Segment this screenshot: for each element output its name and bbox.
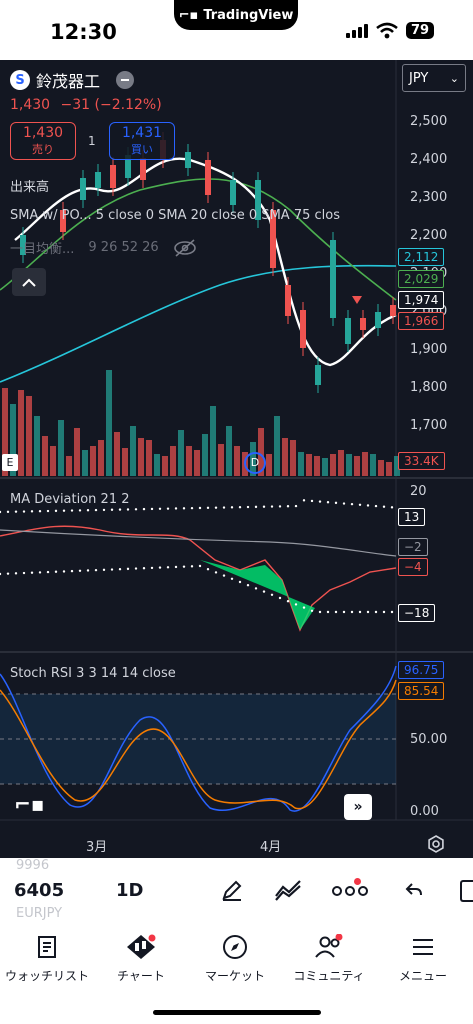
dev-tag-value: −4	[398, 558, 428, 576]
nav-chart-label: チャート	[117, 969, 165, 983]
ticker-button[interactable]: 6405	[14, 880, 65, 901]
compass-icon	[223, 935, 247, 959]
nav-markets[interactable]: マーケット	[188, 934, 282, 984]
community-icon	[315, 933, 343, 958]
price-axis-label: 1,800	[410, 380, 448, 395]
stoch-axis-mid: 50.00	[410, 732, 448, 747]
price-tag-sma5: 1,974	[398, 291, 445, 309]
last-price: 1,430	[10, 97, 51, 113]
symbol-logo-icon: S	[10, 70, 30, 90]
volume-legend[interactable]: 出来高	[10, 180, 50, 195]
symbol-name: 鈴茂器工	[36, 72, 101, 91]
chart-area[interactable]: S 鈴茂器工 JPY ⌄ 1,430 −31 (−2.12%) 1,430 売り…	[0, 60, 473, 858]
earnings-marker[interactable]: E	[2, 454, 18, 471]
stoch-rsi-legend[interactable]: Stoch RSI 3 3 14 14 close	[10, 666, 176, 681]
time-label-april: 4月	[260, 840, 282, 855]
stoch-tag-k: 96.75	[398, 661, 445, 679]
dev-axis-top: 20	[410, 484, 427, 499]
price-axis-label: 2,300	[410, 190, 448, 205]
status-time: 12:30	[50, 20, 117, 44]
status-bar: 12:30 ⌐▪ TradingView 79	[0, 0, 473, 60]
time-label-march: 3月	[86, 840, 108, 855]
tradingview-pill: ⌐▪ TradingView	[174, 0, 298, 30]
tradingview-label: TradingView	[203, 7, 294, 23]
timeframe-button[interactable]: 1D	[116, 880, 144, 901]
nav-community[interactable]: コミュニティ	[282, 933, 376, 984]
sell-button[interactable]: 1,430 売り	[10, 122, 76, 160]
chart-canvas[interactable]	[0, 60, 473, 858]
more-options-icon[interactable]	[332, 878, 368, 896]
dev-tag-lower: −18	[398, 604, 436, 622]
stoch-tag-d: 85.54	[398, 682, 445, 700]
sell-price: 1,430	[22, 125, 64, 141]
home-indicator	[153, 1010, 321, 1015]
battery-indicator: 79	[406, 22, 434, 39]
volume-tag: 33.4K	[398, 452, 445, 470]
price-tag-last: 1,966	[398, 312, 445, 330]
chart-toolbar: 9996 6405 EURJPY 1D	[0, 858, 473, 924]
ticker-ghost-bottom: EURJPY	[16, 906, 63, 921]
tradingview-watermark-icon: ⌐▪	[14, 792, 45, 816]
draw-pen-icon[interactable]	[220, 878, 244, 902]
order-quantity[interactable]: 1	[88, 134, 96, 148]
ichimoku-legend[interactable]: 一目均衡... 9 26 52 26	[10, 238, 197, 257]
collapse-icon[interactable]	[116, 71, 135, 89]
undo-icon[interactable]	[404, 880, 424, 900]
price-change-row: 1,430 −31 (−2.12%)	[10, 97, 162, 113]
ma-deviation-legend[interactable]: MA Deviation 21 2	[10, 492, 130, 507]
settings-icon[interactable]	[426, 834, 446, 854]
price-tag-sma75: 2,112	[398, 248, 445, 266]
fullscreen-icon[interactable]	[460, 880, 473, 902]
nav-watchlist-label: ウォッチリスト	[4, 969, 89, 983]
price-axis-label: 1,700	[410, 418, 448, 433]
indicators-icon[interactable]	[274, 878, 304, 902]
bottom-nav: ウォッチリスト チャート マーケット コミュニティ メニュー	[0, 924, 473, 1024]
dev-tag-upper: 13	[398, 508, 426, 526]
ichimoku-params: 9 26 52 26	[88, 240, 159, 255]
eye-off-icon[interactable]	[173, 238, 197, 257]
nav-watchlist[interactable]: ウォッチリスト	[0, 934, 94, 984]
ticker-ghost-top: 9996	[16, 858, 50, 873]
price-change: −31 (−2.12%)	[60, 97, 162, 113]
watchlist-icon	[38, 936, 56, 958]
nav-menu[interactable]: メニュー	[376, 934, 470, 984]
sell-label: 売り	[32, 143, 54, 156]
chevron-down-icon: ⌄	[449, 71, 459, 85]
dividend-marker[interactable]: D	[244, 452, 266, 474]
wifi-icon	[376, 22, 398, 39]
price-axis-label: 2,400	[410, 152, 448, 167]
buy-label: 買い	[131, 143, 153, 156]
chart-candles-icon	[127, 934, 156, 959]
price-axis-label: 2,200	[410, 228, 448, 243]
price-axis-label: 2,500	[410, 114, 448, 129]
signal-icon	[346, 24, 368, 38]
price-axis-label: 1,900	[410, 342, 448, 357]
tradingview-logo-icon: ⌐▪	[178, 7, 199, 23]
nav-menu-label: メニュー	[398, 969, 447, 983]
buy-price: 1,431	[121, 125, 163, 141]
nav-chart[interactable]: チャート	[94, 934, 188, 984]
sma-legend[interactable]: SMA w/ PO... 5 close 0 SMA 20 close 0 SM…	[10, 208, 340, 223]
collapse-legend-button[interactable]	[12, 268, 46, 296]
hamburger-menu-icon	[413, 939, 433, 955]
stoch-axis-bottom: 0.00	[410, 804, 439, 819]
currency-select[interactable]: JPY ⌄	[402, 64, 466, 92]
symbol-header[interactable]: S 鈴茂器工	[10, 68, 135, 92]
currency-label: JPY	[409, 70, 429, 86]
ichimoku-name: 一目均衡...	[10, 242, 75, 257]
chevron-up-icon	[22, 278, 36, 287]
price-tag-sma20: 2,029	[398, 270, 445, 288]
scroll-to-latest-button[interactable]: »	[344, 794, 372, 820]
nav-markets-label: マーケット	[204, 969, 265, 983]
dev-tag-ma: −2	[398, 538, 428, 556]
buy-button[interactable]: 1,431 買い	[109, 122, 175, 160]
nav-community-label: コミュニティ	[293, 969, 365, 983]
